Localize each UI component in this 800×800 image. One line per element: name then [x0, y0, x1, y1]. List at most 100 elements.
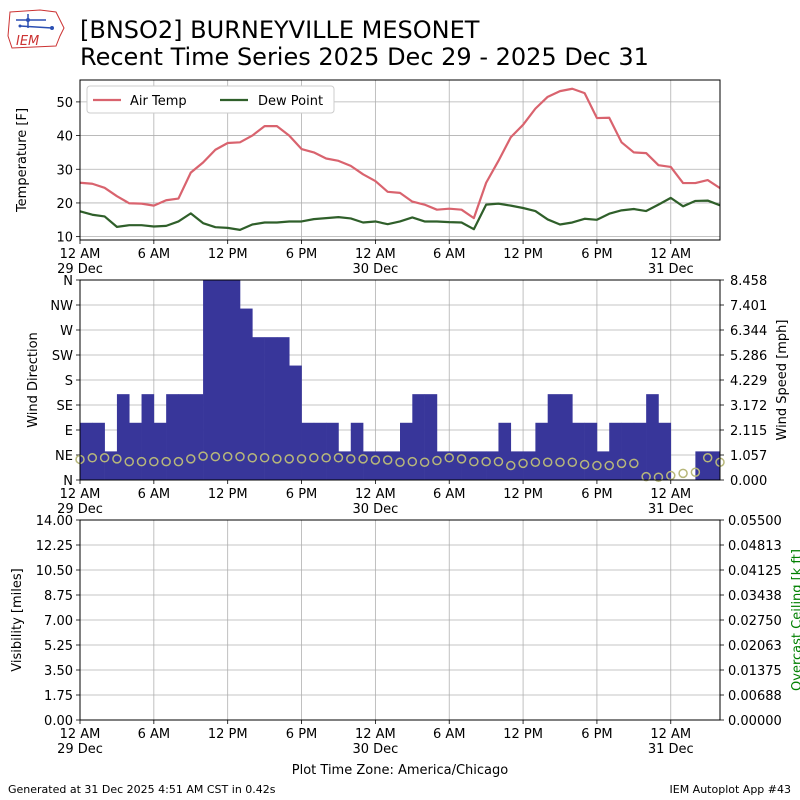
- x-tick-date-label: 31 Dec: [648, 742, 694, 757]
- x-tick-label: 12 AM: [650, 487, 691, 502]
- wind-direction-marker: [112, 454, 122, 464]
- air-temp-line: [79, 87, 721, 220]
- wind-speed-bar: [153, 422, 167, 480]
- x-tick-date-label: 30 Dec: [352, 502, 398, 517]
- x-tick-date-label: 29 Dec: [57, 502, 103, 517]
- wind-speed-bar: [252, 337, 265, 480]
- wind-direction-marker: [186, 454, 196, 464]
- x-tick-label: 6 AM: [433, 727, 466, 742]
- timezone-label: Plot Time Zone: America/Chicago: [291, 763, 509, 778]
- wind-speed-bar: [498, 422, 512, 480]
- wind-direction-marker: [136, 456, 147, 467]
- wind-direction-tick-label: E: [65, 424, 73, 439]
- wind-direction-marker: [346, 454, 356, 464]
- wind-direction-marker: [444, 453, 454, 463]
- wind-direction-marker: [641, 471, 651, 482]
- wind-direction-marker: [235, 451, 245, 462]
- wind-direction-marker: [555, 457, 565, 467]
- wind-direction-marker: [530, 457, 541, 467]
- wind-speed-bar: [264, 337, 278, 480]
- visibility-tick-label: 1.75: [44, 689, 73, 704]
- x-tick-label: 6 PM: [286, 247, 317, 262]
- wind-direction-marker: [407, 456, 418, 467]
- wind-direction-marker: [87, 453, 98, 463]
- wind-speed-bar: [203, 279, 216, 480]
- ceiling-tick-label: 0.00000: [728, 714, 782, 729]
- wind-speed-bar: [215, 279, 228, 480]
- wind-speed-bar: [584, 422, 598, 480]
- visibility-tick-label: 8.75: [44, 589, 73, 604]
- visibility-tick-label: 5.25: [44, 639, 73, 654]
- wind-speed-bar: [609, 422, 622, 480]
- title-line-2: Recent Time Series 2025 Dec 29 - 2025 De…: [80, 43, 649, 71]
- wind-speed-bar: [141, 394, 155, 480]
- wind-speed-tick-label: 7.401: [730, 299, 767, 314]
- x-tick-label: 6 AM: [433, 247, 466, 262]
- wind-direction-marker: [149, 456, 159, 467]
- wind-direction-marker: [616, 458, 627, 469]
- wind-direction-marker: [382, 455, 393, 465]
- x-tick-label: 6 PM: [286, 487, 317, 502]
- x-tick-label: 6 AM: [138, 487, 171, 502]
- app-label: IEM Autoplot App #43: [669, 783, 792, 796]
- wind-direction-marker: [210, 451, 221, 462]
- wind-direction-tick-label: NW: [50, 299, 73, 314]
- wind-direction-marker: [419, 457, 430, 467]
- wind-direction-marker: [506, 460, 516, 471]
- ceiling-tick-label: 0.03438: [728, 589, 782, 604]
- y-tick-label: 50: [56, 96, 73, 111]
- wind-speed-bar: [424, 394, 438, 480]
- ceiling-tick-label: 0.01375: [728, 664, 782, 679]
- wind-direction-marker: [653, 472, 664, 482]
- wind-speed-bar: [240, 308, 253, 480]
- wind-speed-bar: [547, 394, 561, 480]
- wind-direction-marker: [702, 453, 713, 463]
- wind-speed-bar: [560, 394, 573, 480]
- wind-direction-marker: [481, 456, 491, 467]
- wind-direction-marker: [124, 456, 134, 467]
- wind-direction-marker: [296, 454, 307, 464]
- visibility-tick-label: 10.50: [36, 564, 73, 579]
- legend-label-dew-point: Dew Point: [258, 94, 323, 109]
- logo-text: IEM: [16, 34, 39, 49]
- x-tick-label: 6 AM: [138, 247, 171, 262]
- x-tick-label: 6 PM: [581, 727, 612, 742]
- visibility-tick-label: 14.00: [36, 514, 73, 529]
- x-tick-date-label: 30 Dec: [352, 742, 398, 757]
- wind-direction-marker: [358, 454, 368, 464]
- wind-speed-bar: [166, 394, 179, 480]
- wind-direction-marker: [99, 453, 110, 463]
- wind-speed-bar: [350, 422, 364, 480]
- y-tick-label: 40: [56, 130, 73, 145]
- wind-speed-tick-label: 0.000: [730, 474, 767, 489]
- ceiling-tick-label: 0.02063: [728, 639, 782, 654]
- wind-direction-marker: [259, 453, 270, 463]
- wind-speed-bar: [338, 451, 352, 480]
- ceiling-tick-label: 0.00688: [728, 689, 782, 704]
- wind-speed-bar: [326, 422, 339, 480]
- wind-direction-marker: [222, 451, 233, 462]
- y-tick-label: 10: [56, 231, 73, 246]
- x-tick-label: 12 PM: [208, 487, 248, 502]
- x-tick-label: 12 PM: [208, 247, 248, 262]
- visibility-axis-label: Visibility [miles]: [10, 568, 25, 671]
- wind-direction-marker: [173, 456, 184, 467]
- x-tick-label: 12 PM: [503, 727, 543, 742]
- x-tick-label: 6 PM: [581, 487, 612, 502]
- wind-speed-bar: [178, 394, 192, 480]
- wind-speed-bar: [658, 422, 672, 480]
- wind-direction-marker: [604, 460, 614, 471]
- x-tick-label: 12 PM: [503, 487, 543, 502]
- wind-direction-marker: [690, 467, 701, 477]
- wind-speed-tick-label: 1.057: [730, 449, 767, 464]
- wind-speed-bar: [92, 422, 105, 480]
- x-tick-label: 12 PM: [208, 727, 248, 742]
- title-line-1: [BNSO2] BURNEYVILLE MESONET: [80, 16, 480, 44]
- wind-direction-marker: [309, 453, 319, 463]
- wind-direction-marker: [542, 457, 553, 467]
- wind-speed-bar: [400, 422, 413, 480]
- wind-speed-bar: [535, 422, 548, 480]
- x-tick-label: 6 AM: [138, 727, 171, 742]
- x-tick-date-label: 29 Dec: [57, 742, 103, 757]
